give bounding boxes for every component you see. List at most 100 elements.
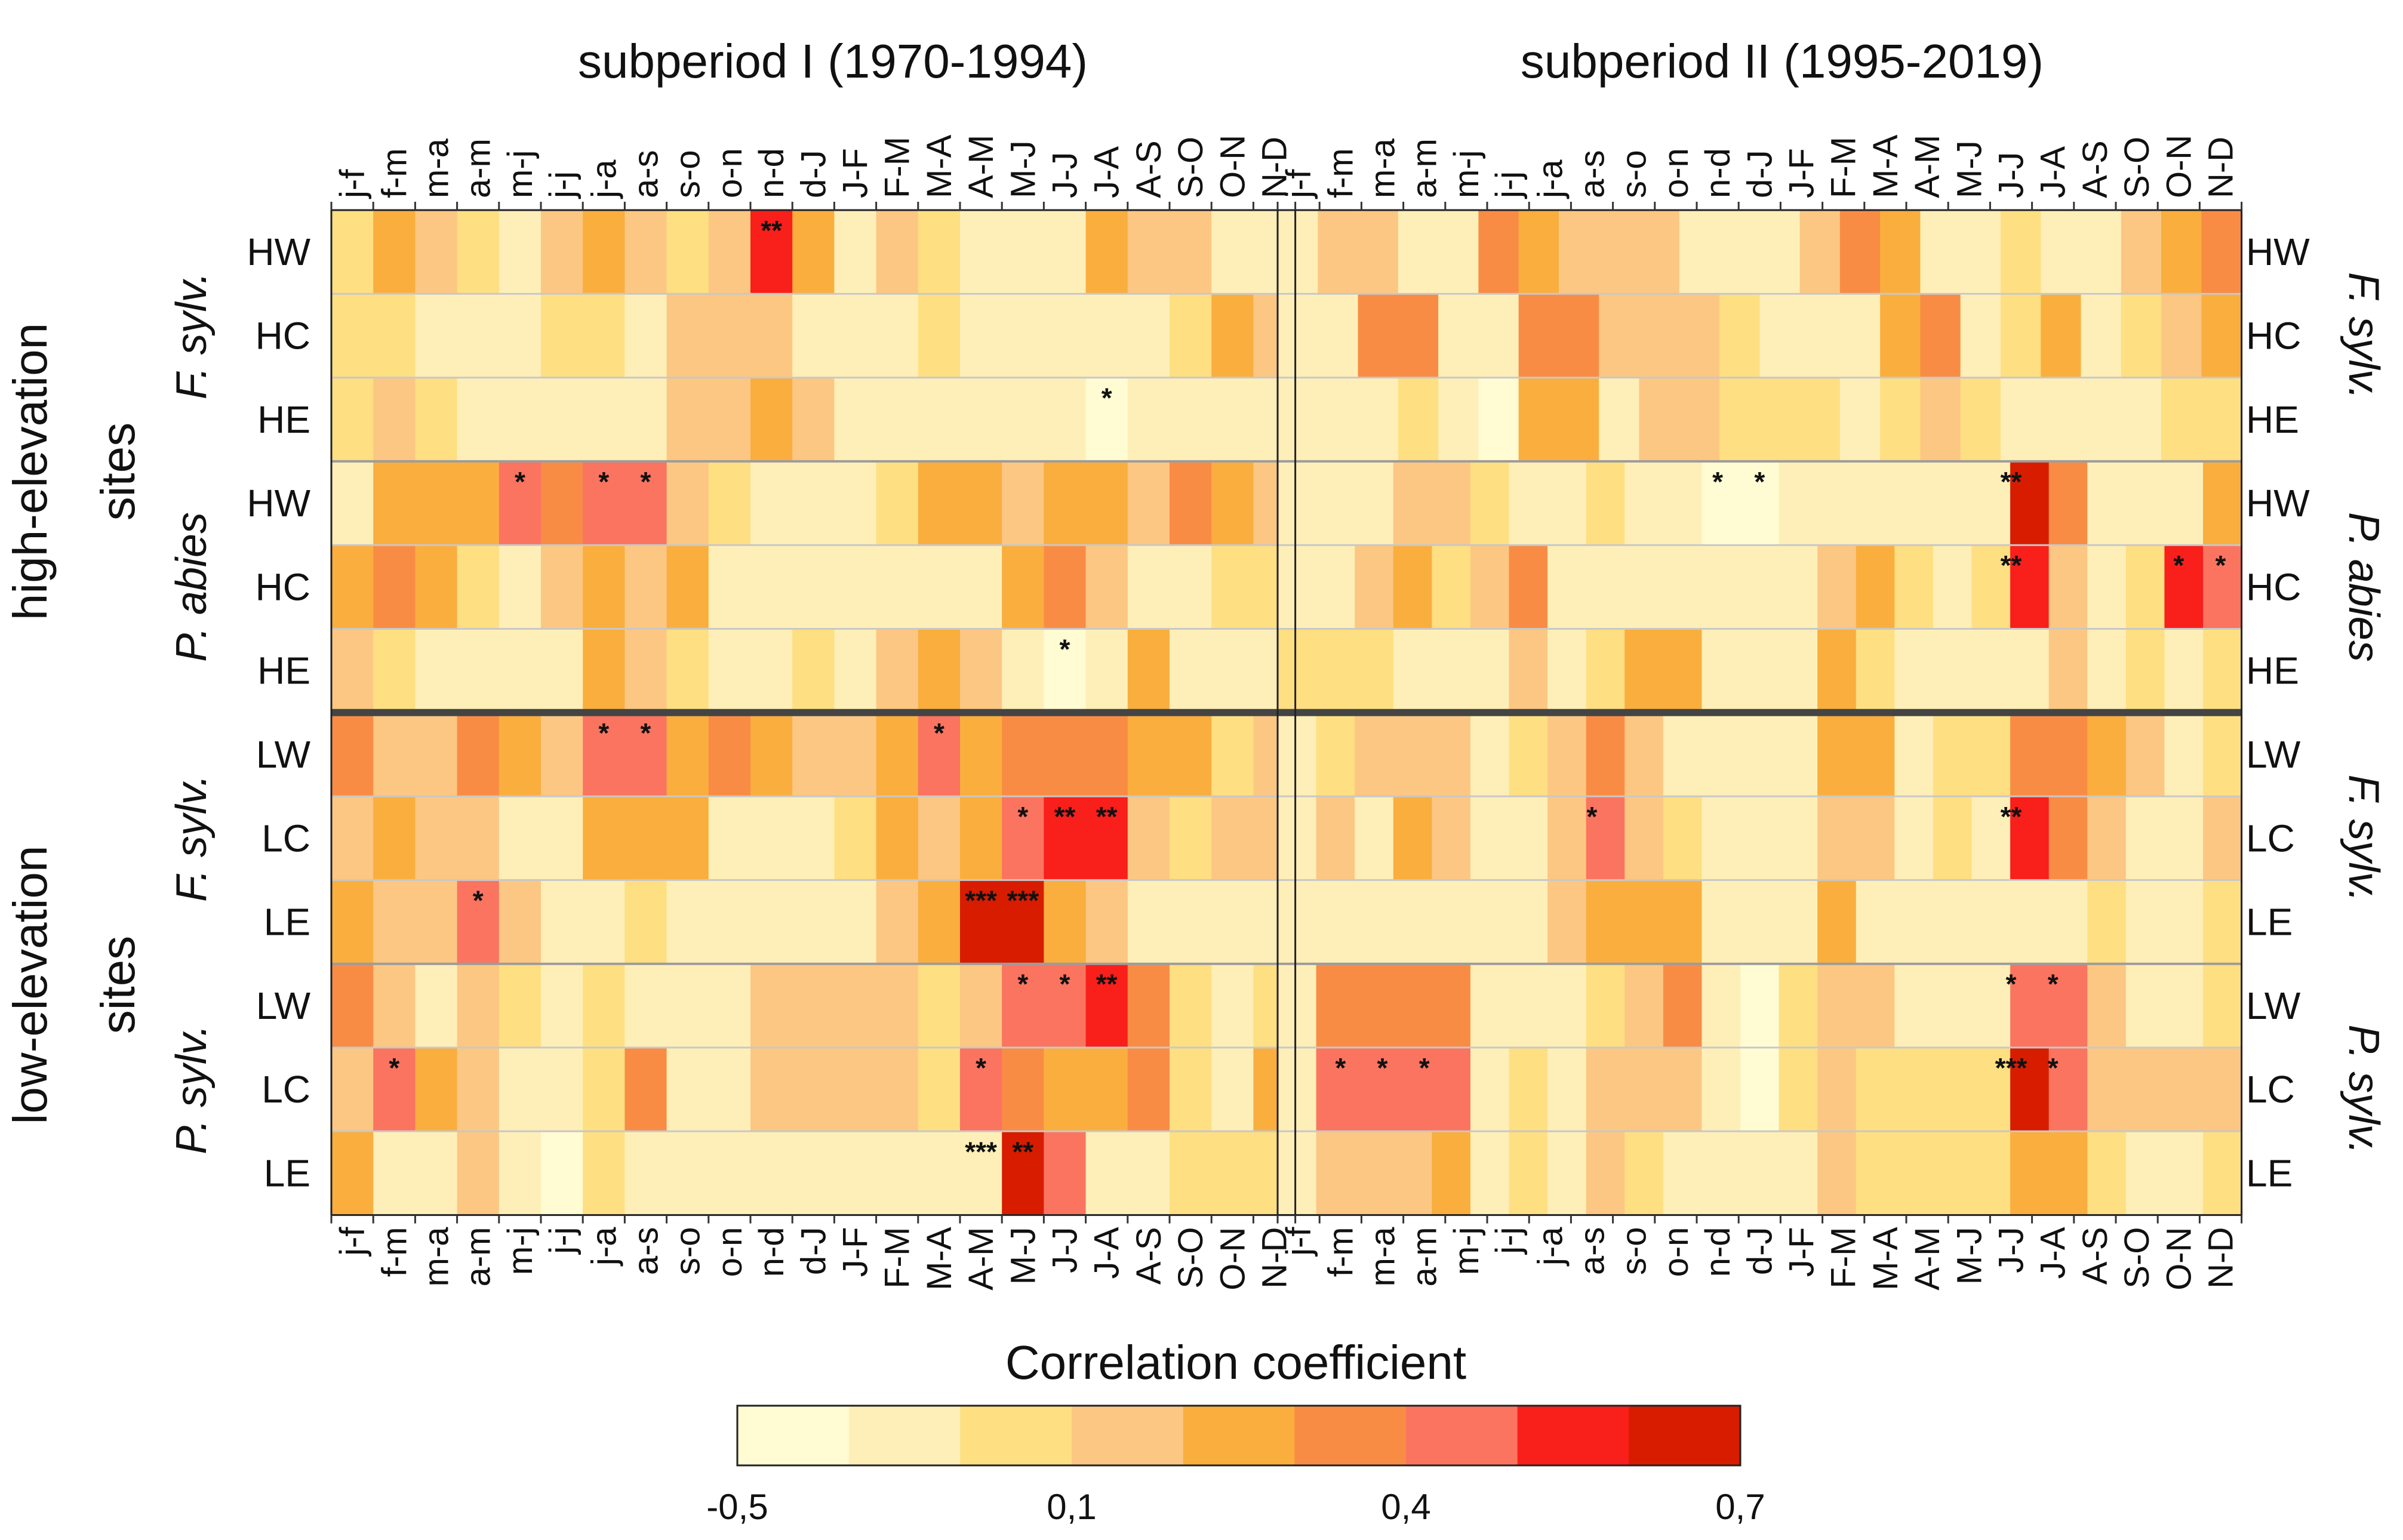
heatmap-cell [1470, 796, 1548, 880]
heatmap-cell [373, 796, 416, 880]
row-label-right: HC [2246, 314, 2301, 357]
heatmap-cell [373, 1048, 416, 1132]
heatmap-cell [1702, 629, 1818, 713]
heatmap-cell [583, 1131, 625, 1216]
row-label-right: HE [2246, 398, 2299, 441]
heatmap-cell [1509, 1131, 1548, 1216]
heatmap-cell [1044, 1048, 1128, 1132]
heatmap-cell [1438, 377, 1479, 462]
heatmap-cell [2087, 796, 2127, 880]
row-label-right: LE [2246, 901, 2293, 944]
heatmap-cell [1085, 963, 1128, 1048]
column-label-bottom: O-N [1213, 1227, 1252, 1290]
column-label-bottom: F-M [1824, 1227, 1863, 1289]
heatmap-cell [1432, 545, 1471, 630]
column-label-bottom: j-f [1279, 1227, 1318, 1257]
species-label-left: F. sylv. [168, 272, 216, 399]
column-label-bottom: J-J [1046, 1227, 1085, 1273]
significance-mark: ** [761, 215, 782, 246]
heatmap-cell [1211, 712, 1254, 797]
column-label-top: n-d [1699, 148, 1737, 198]
significance-mark: * [1060, 634, 1070, 665]
heatmap-cell [792, 210, 835, 294]
heatmap-cell [1779, 1048, 1818, 1132]
column-label-top: A-S [2076, 140, 2115, 198]
column-label-bottom: A-S [2076, 1227, 2115, 1285]
heatmap-cell [1509, 629, 1548, 713]
heatmap-cell [1044, 1131, 1087, 1216]
heatmap-cell [331, 796, 374, 880]
column-label-bottom: n-d [1699, 1227, 1737, 1277]
column-label-bottom: J-F [1783, 1227, 1822, 1277]
heatmap-cell [583, 712, 667, 797]
heatmap-cell [918, 963, 961, 1048]
heatmap-cell [624, 880, 667, 965]
heatmap-cell [1278, 796, 1317, 880]
column-label-bottom: f-m [1321, 1227, 1360, 1277]
heatmap-cell [2203, 796, 2242, 880]
significance-mark: * [1335, 1052, 1346, 1083]
column-label-top: j-f [1279, 169, 1318, 199]
row-label-right: LW [2246, 733, 2301, 776]
heatmap-cell [666, 880, 877, 965]
heatmap-cell [1470, 1048, 1510, 1132]
heatmap-cell [1702, 963, 1741, 1048]
heatmap-cell [1316, 1048, 1471, 1132]
heatmap-cell [1624, 712, 1664, 797]
heatmap-cell [1817, 712, 1895, 797]
significance-mark: * [934, 717, 944, 749]
heatmap-cell [1509, 712, 1548, 797]
significance-mark: *** [965, 885, 997, 916]
heatmap-cell [876, 461, 919, 546]
column-label-top: J-J [1992, 152, 2031, 198]
heatmap-cell [1971, 796, 2011, 880]
heatmap-cell [918, 712, 961, 797]
heatmap-cell [834, 629, 877, 713]
heatmap-cell [1002, 712, 1128, 797]
column-label-top: S-O [1171, 137, 1210, 198]
heatmap-cell [1624, 796, 1664, 880]
column-label-top: m-j [1447, 150, 1486, 198]
heatmap-cell [834, 796, 877, 880]
heatmap-cell [1278, 963, 1317, 1048]
heatmap-cell [1170, 1131, 1296, 1216]
heatmap-cell [1586, 629, 1625, 713]
heatmap-cell [1586, 1048, 1703, 1132]
heatmap-cell [1817, 963, 1895, 1048]
heatmap-cell [1211, 963, 1254, 1048]
heatmap-cell [960, 210, 1087, 294]
heatmap-cell [1393, 461, 1471, 546]
heatmap-cell [499, 1131, 541, 1216]
heatmap-cell [541, 545, 583, 630]
heatmap-cell [415, 545, 458, 630]
column-label-top: S-O [2118, 137, 2156, 198]
column-label-top: m-a [417, 138, 456, 198]
significance-mark: *** [1995, 1052, 2027, 1083]
column-label-top: J-F [1783, 148, 1822, 198]
heatmap-cell [2161, 210, 2202, 294]
species-label-right: P. sylv. [2340, 1024, 2387, 1154]
heatmap-cell [2164, 629, 2204, 713]
heatmap-cell [1509, 545, 1548, 630]
heatmap-cell [2164, 545, 2204, 630]
heatmap-cell [1170, 963, 1212, 1048]
heatmap-cell [1894, 545, 1934, 630]
row-label-left: LW [256, 984, 311, 1027]
row-labels: HW HW HC HC HE HE HW HW HC HC HE HE LW LW LC LC LE LE LW LW… [247, 230, 2310, 1194]
heatmap-cell [1702, 1048, 1741, 1132]
heatmap-cell [624, 545, 667, 630]
row-label-right: HW [2246, 230, 2310, 273]
heatmap-cell [1856, 1131, 2011, 1216]
heatmap-cell [1316, 1131, 1432, 1216]
column-label-top: A-S [1130, 140, 1168, 198]
heatmap-cell [624, 1131, 1002, 1216]
group-label-high-line1: high-elevation [4, 323, 57, 620]
heatmap-cell [960, 629, 1002, 713]
heatmap-cell [1558, 210, 1680, 294]
heatmap-cell [2203, 712, 2242, 797]
heatmap-cell [415, 377, 458, 462]
heatmap-cell [834, 210, 877, 294]
column-label-top: N-D [2202, 137, 2241, 198]
heatmap-cell [2000, 377, 2162, 462]
significance-mark: * [1060, 969, 1070, 1000]
